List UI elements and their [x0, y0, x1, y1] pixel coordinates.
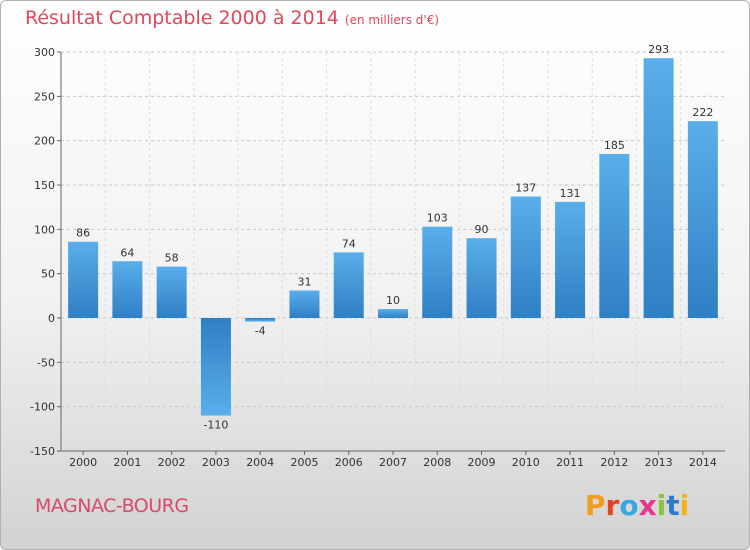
- bar-2013: [643, 58, 674, 318]
- bar-2012: [599, 153, 630, 318]
- brand-logo: Proxiti: [585, 489, 689, 522]
- x-tick-label: 2011: [556, 456, 584, 469]
- x-tick-label: 2003: [202, 456, 230, 469]
- y-tick-label: -150: [30, 445, 55, 458]
- value-label: 74: [342, 237, 356, 250]
- brand-letter: i: [656, 489, 667, 522]
- value-label: 222: [692, 106, 713, 119]
- brand-letter: r: [605, 489, 620, 522]
- y-tick-label: -50: [37, 356, 55, 369]
- value-label: 103: [427, 212, 448, 225]
- bar-2004: [245, 318, 276, 322]
- value-label: 90: [475, 223, 489, 236]
- brand-letter: t: [666, 489, 680, 522]
- value-label: 58: [165, 252, 179, 265]
- x-tick-label: 2012: [600, 456, 628, 469]
- y-tick-label: 100: [34, 223, 55, 236]
- x-tick-label: 2010: [512, 456, 540, 469]
- x-tick-label: 2007: [379, 456, 407, 469]
- bar-2008: [422, 226, 453, 318]
- bar-2003: [200, 318, 231, 416]
- y-tick-label: 50: [41, 268, 55, 281]
- x-tick-label: 2014: [689, 456, 717, 469]
- x-tick-label: 2004: [246, 456, 274, 469]
- bar-2002: [156, 266, 187, 318]
- bar-2005: [289, 290, 320, 318]
- value-label: 137: [515, 182, 536, 195]
- bar-2014: [687, 121, 718, 318]
- brand-letter: i: [679, 489, 690, 522]
- value-label: 131: [560, 187, 581, 200]
- bar-2001: [112, 261, 143, 318]
- x-tick-label: 2002: [158, 456, 186, 469]
- bars: [68, 58, 718, 416]
- chart-title-main: Résultat Comptable 2000 à 2014: [25, 7, 339, 29]
- chart-title-unit: (en milliers d'€): [344, 13, 440, 27]
- y-tick-label: 200: [34, 135, 55, 148]
- value-label: -110: [203, 419, 228, 432]
- value-label: -4: [255, 325, 266, 338]
- y-tick-label: 0: [48, 312, 55, 325]
- x-tick-label: 2005: [290, 456, 318, 469]
- x-tick-label: 2008: [423, 456, 451, 469]
- bar-2000: [68, 241, 99, 318]
- value-label: 185: [604, 139, 625, 152]
- value-label: 31: [297, 276, 311, 289]
- x-tick-label: 2006: [335, 456, 363, 469]
- y-tick-label: -100: [30, 401, 55, 414]
- x-tick-label: 2009: [468, 456, 496, 469]
- brand-letter: x: [638, 489, 657, 522]
- tick-labels: 300 250 200 150 100 50 0 -50 -100 -150 2000 2001 200…: [30, 46, 717, 469]
- commune-name: MAGNAC-BOURG: [35, 495, 189, 517]
- bar-2009: [466, 238, 497, 318]
- axes: [57, 51, 725, 455]
- bar-2010: [510, 196, 541, 318]
- value-label: 293: [648, 43, 669, 56]
- brand-letter: o: [619, 489, 639, 522]
- value-label: 64: [120, 246, 134, 259]
- bar-2007: [378, 309, 408, 318]
- chart-title: Résultat Comptable 2000 à 2014 (en millie…: [25, 7, 439, 29]
- bar-2011: [555, 201, 586, 318]
- x-tick-label: 2000: [69, 456, 97, 469]
- x-tick-label: 2013: [645, 456, 673, 469]
- value-label: 10: [386, 294, 400, 307]
- y-tick-label: 150: [34, 179, 55, 192]
- brand-letter: P: [585, 489, 606, 522]
- bar-2006: [333, 252, 364, 318]
- y-tick-label: 300: [34, 46, 55, 59]
- y-tick-label: 250: [34, 90, 55, 103]
- value-labels: 86 64 58 -110 -4 31 74 10 103 90 137 131 185 293 222: [76, 43, 713, 431]
- x-tick-label: 2001: [113, 456, 141, 469]
- value-label: 86: [76, 227, 90, 240]
